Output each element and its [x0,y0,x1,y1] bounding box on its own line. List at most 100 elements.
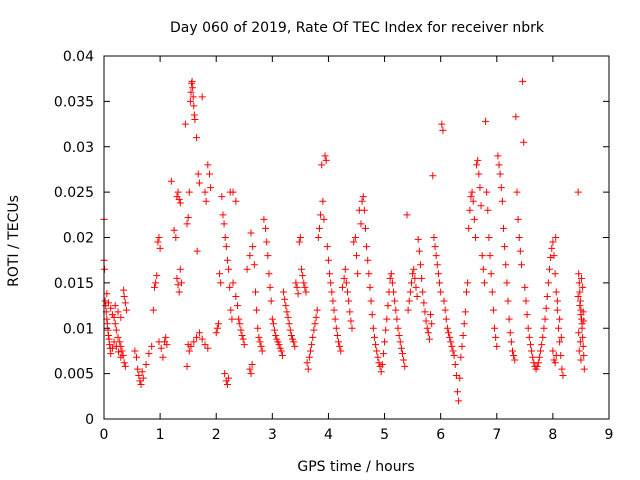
data-point [462,288,470,296]
data-point [174,281,182,289]
data-point [576,338,584,346]
data-point [450,351,458,359]
y-tick-label: 0.03 [63,140,94,156]
data-point [170,226,178,234]
data-point [387,270,395,278]
data-point [315,224,323,232]
data-point [460,320,468,328]
data-point [476,184,484,192]
data-point [576,302,584,310]
data-point [326,270,334,278]
data-point [268,315,276,323]
data-point [103,320,111,328]
data-point [324,256,332,264]
data-point [284,313,292,321]
data-point [543,292,551,300]
data-point [409,270,417,278]
data-point [117,313,125,321]
data-point [485,234,493,241]
x-tick-label: 1 [156,427,165,443]
data-point [152,279,160,287]
data-point [457,353,465,361]
data-point [353,252,360,260]
data-point [330,306,338,314]
data-point [517,261,525,269]
data-point [574,292,582,300]
data-point [405,297,413,305]
data-point [137,381,145,389]
data-point [277,347,285,355]
x-tick-label: 0 [100,427,109,443]
data-point [429,172,437,180]
data-point [345,297,353,305]
data-point [101,297,109,305]
data-point [524,324,532,332]
data-point [493,342,501,350]
data-point [332,324,340,332]
data-point [431,243,439,251]
data-point [516,247,524,255]
data-point [486,252,494,260]
data-point [538,341,546,349]
data-point [419,288,427,296]
data-point [552,288,560,296]
data-point [232,292,240,300]
data-point [225,265,233,273]
data-point [556,338,564,346]
data-point [205,170,213,178]
data-point [442,315,450,323]
data-point [546,265,554,273]
data-point [522,297,530,305]
data-point [576,288,584,296]
data-point [333,332,341,340]
data-point [216,270,224,278]
data-point [201,188,209,196]
data-point [154,238,162,246]
data-point [454,388,461,396]
data-point [237,326,245,334]
y-tick-label: 0.035 [54,94,94,110]
data-point [447,338,455,346]
data-point [489,306,497,314]
data-point [250,261,258,269]
data-point [488,288,496,296]
data-point [301,283,309,291]
data-point [220,220,228,228]
data-point [468,188,476,196]
x-tick-label: 5 [380,427,389,443]
data-point [393,315,401,323]
data-point [508,347,516,355]
data-point [313,306,321,314]
data-point [579,283,587,291]
data-point [221,370,229,378]
data-point [438,120,446,128]
data-point [470,215,478,223]
data-point [225,374,233,382]
data-point [337,347,345,355]
data-point [308,341,316,349]
data-point [114,333,122,341]
data-point [278,351,286,359]
data-point [302,288,310,296]
data-point [223,256,231,264]
data-point [139,374,147,382]
data-point [456,374,464,382]
data-point [575,270,583,278]
data-point [111,302,119,310]
data-point [391,297,399,305]
data-point [421,308,429,316]
data-point [138,368,146,376]
x-tick-label: 4 [324,427,333,443]
data-point [397,344,405,352]
data-point [503,279,511,287]
data-point [159,353,167,361]
data-point [580,317,588,325]
data-point [396,338,404,346]
data-point [177,279,185,287]
data-point [513,188,521,196]
data-point [484,206,492,214]
data-point [107,304,115,312]
data-point [386,274,394,282]
data-point [479,265,487,273]
data-point [262,224,270,232]
